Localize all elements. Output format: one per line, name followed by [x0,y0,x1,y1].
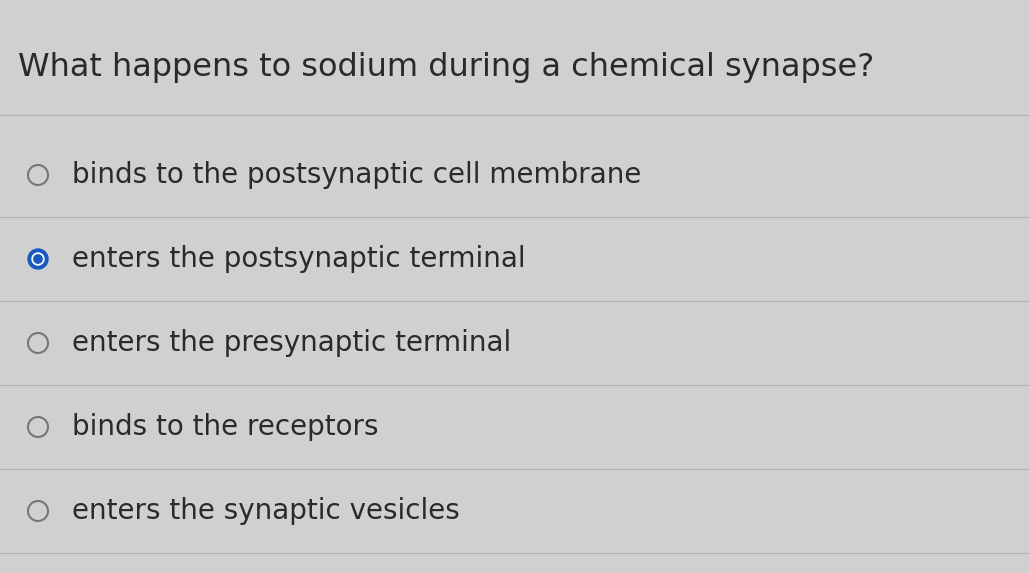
Circle shape [28,249,48,269]
Circle shape [32,253,44,265]
Text: binds to the receptors: binds to the receptors [72,413,379,441]
Circle shape [34,255,42,263]
Text: binds to the postsynaptic cell membrane: binds to the postsynaptic cell membrane [72,161,641,189]
Text: What happens to sodium during a chemical synapse?: What happens to sodium during a chemical… [17,52,875,83]
Text: enters the presynaptic terminal: enters the presynaptic terminal [72,329,511,357]
Text: enters the synaptic vesicles: enters the synaptic vesicles [72,497,460,525]
Text: enters the postsynaptic terminal: enters the postsynaptic terminal [72,245,526,273]
